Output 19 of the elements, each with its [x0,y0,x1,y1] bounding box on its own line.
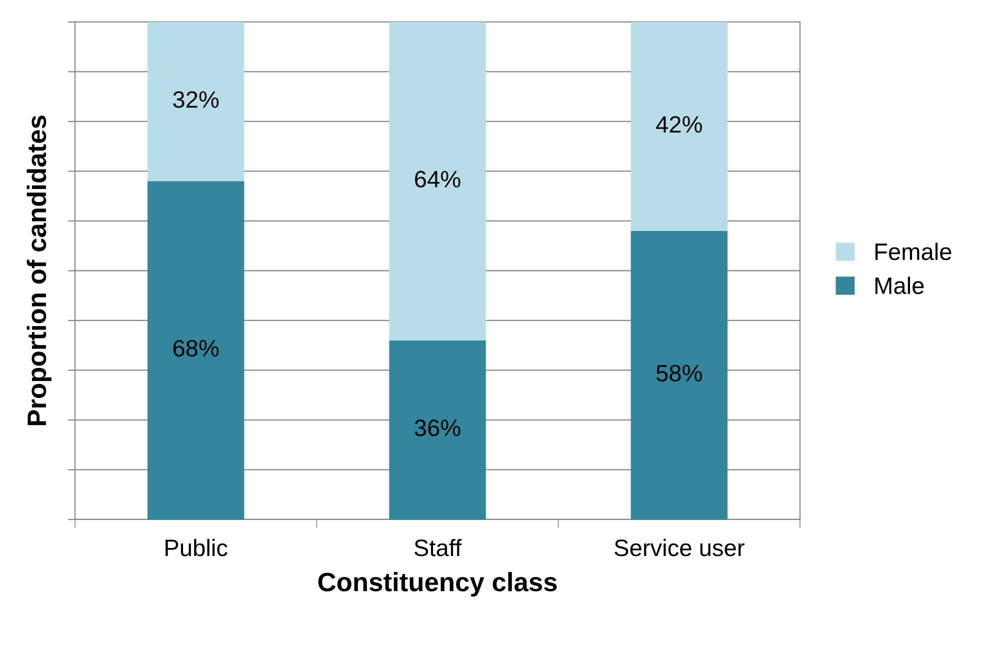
x-tick-label: Staff [414,538,462,556]
bar [148,181,244,520]
data-label: 42% [656,116,702,133]
bar [630,230,728,520]
legend-label: Male [875,276,924,294]
legend-label: Female [875,242,952,260]
bar [389,22,486,340]
bar [389,340,486,520]
bar [148,22,244,182]
x-axis-title: Constituency class [318,572,557,597]
x-tick-label: Service user [614,538,744,556]
x-tick-label: Public [166,538,228,556]
data-label: 68% [173,340,219,357]
data-label: 64% [415,170,460,188]
data-label: 58% [656,364,702,382]
data-label: 32% [173,91,219,108]
y-axis-title: Proportion of candidates [26,116,52,426]
bar [630,22,728,231]
data-label: 36% [414,420,460,436]
